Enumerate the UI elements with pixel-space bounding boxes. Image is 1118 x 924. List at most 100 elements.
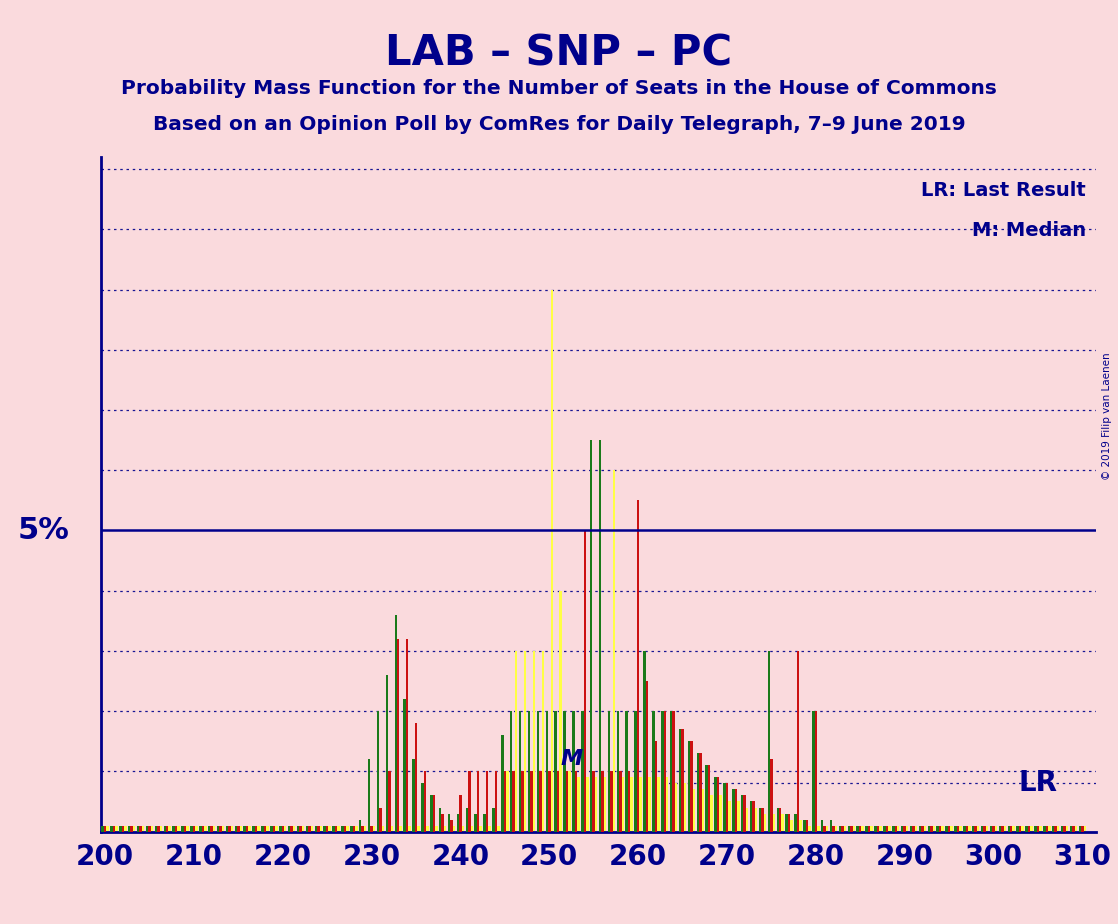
Bar: [102, 825, 104, 832]
Bar: [262, 825, 264, 832]
Bar: [768, 650, 770, 832]
Bar: [465, 808, 468, 832]
Bar: [919, 825, 921, 832]
Bar: [1034, 825, 1036, 832]
Bar: [950, 825, 953, 832]
Bar: [158, 825, 160, 832]
Bar: [593, 772, 595, 832]
Bar: [714, 777, 717, 832]
Bar: [877, 825, 879, 832]
Bar: [341, 825, 343, 832]
Bar: [495, 772, 498, 832]
Bar: [1081, 825, 1083, 832]
Bar: [510, 711, 512, 832]
Bar: [584, 530, 586, 832]
Bar: [746, 808, 748, 832]
Bar: [1074, 825, 1077, 832]
Bar: [515, 650, 518, 832]
Bar: [993, 825, 995, 832]
Bar: [977, 825, 979, 832]
Text: M: Median: M: Median: [972, 221, 1086, 240]
Bar: [503, 772, 506, 832]
Bar: [356, 825, 358, 832]
Bar: [821, 820, 824, 832]
Bar: [512, 772, 515, 832]
Bar: [885, 825, 888, 832]
Bar: [492, 808, 495, 832]
Bar: [806, 820, 808, 832]
Bar: [1043, 825, 1045, 832]
Bar: [368, 760, 370, 832]
Bar: [824, 825, 826, 832]
Bar: [255, 825, 257, 832]
Bar: [794, 813, 797, 832]
Bar: [239, 825, 243, 832]
Bar: [253, 825, 255, 832]
Bar: [1031, 825, 1033, 832]
Bar: [444, 825, 446, 832]
Bar: [663, 711, 666, 832]
Bar: [192, 825, 196, 832]
Bar: [217, 825, 219, 832]
Bar: [435, 825, 437, 832]
Bar: [923, 825, 926, 832]
Bar: [266, 825, 268, 832]
Bar: [681, 729, 684, 832]
Bar: [433, 796, 435, 832]
Bar: [533, 650, 536, 832]
Bar: [625, 711, 628, 832]
Bar: [859, 825, 862, 832]
Bar: [755, 808, 757, 832]
Bar: [655, 741, 657, 832]
Bar: [248, 825, 250, 832]
Bar: [379, 808, 381, 832]
Bar: [131, 825, 133, 832]
Bar: [870, 825, 873, 832]
Bar: [815, 711, 817, 832]
Bar: [803, 820, 806, 832]
Bar: [850, 825, 853, 832]
Bar: [471, 825, 473, 832]
Bar: [528, 711, 530, 832]
Bar: [219, 825, 221, 832]
Bar: [613, 470, 615, 832]
Bar: [196, 825, 198, 832]
Bar: [661, 711, 663, 832]
Bar: [113, 825, 115, 832]
Bar: [133, 825, 135, 832]
Bar: [1010, 825, 1013, 832]
Bar: [812, 711, 815, 832]
Bar: [1083, 825, 1086, 832]
Bar: [790, 820, 793, 832]
Bar: [106, 825, 108, 832]
Bar: [989, 825, 993, 832]
Bar: [530, 772, 533, 832]
Bar: [1052, 825, 1054, 832]
Bar: [679, 729, 681, 832]
Text: 5%: 5%: [18, 516, 69, 545]
Bar: [984, 825, 986, 832]
Bar: [1004, 825, 1006, 832]
Bar: [1054, 825, 1057, 832]
Bar: [773, 813, 775, 832]
Bar: [998, 825, 1001, 832]
Bar: [957, 825, 959, 832]
Bar: [930, 825, 932, 832]
Bar: [311, 825, 313, 832]
Bar: [296, 825, 300, 832]
Bar: [408, 825, 410, 832]
Bar: [684, 784, 686, 832]
Bar: [169, 825, 171, 832]
Text: Based on an Opinion Poll by ComRes for Daily Telegraph, 7–9 June 2019: Based on an Opinion Poll by ComRes for D…: [153, 116, 965, 135]
Bar: [759, 808, 761, 832]
Bar: [199, 825, 201, 832]
Bar: [688, 741, 690, 832]
Bar: [622, 777, 624, 832]
Bar: [761, 808, 764, 832]
Bar: [456, 813, 459, 832]
Bar: [575, 772, 577, 832]
Bar: [142, 825, 144, 832]
Text: LAB – SNP – PC: LAB – SNP – PC: [386, 32, 732, 74]
Bar: [672, 711, 675, 832]
Bar: [483, 813, 486, 832]
